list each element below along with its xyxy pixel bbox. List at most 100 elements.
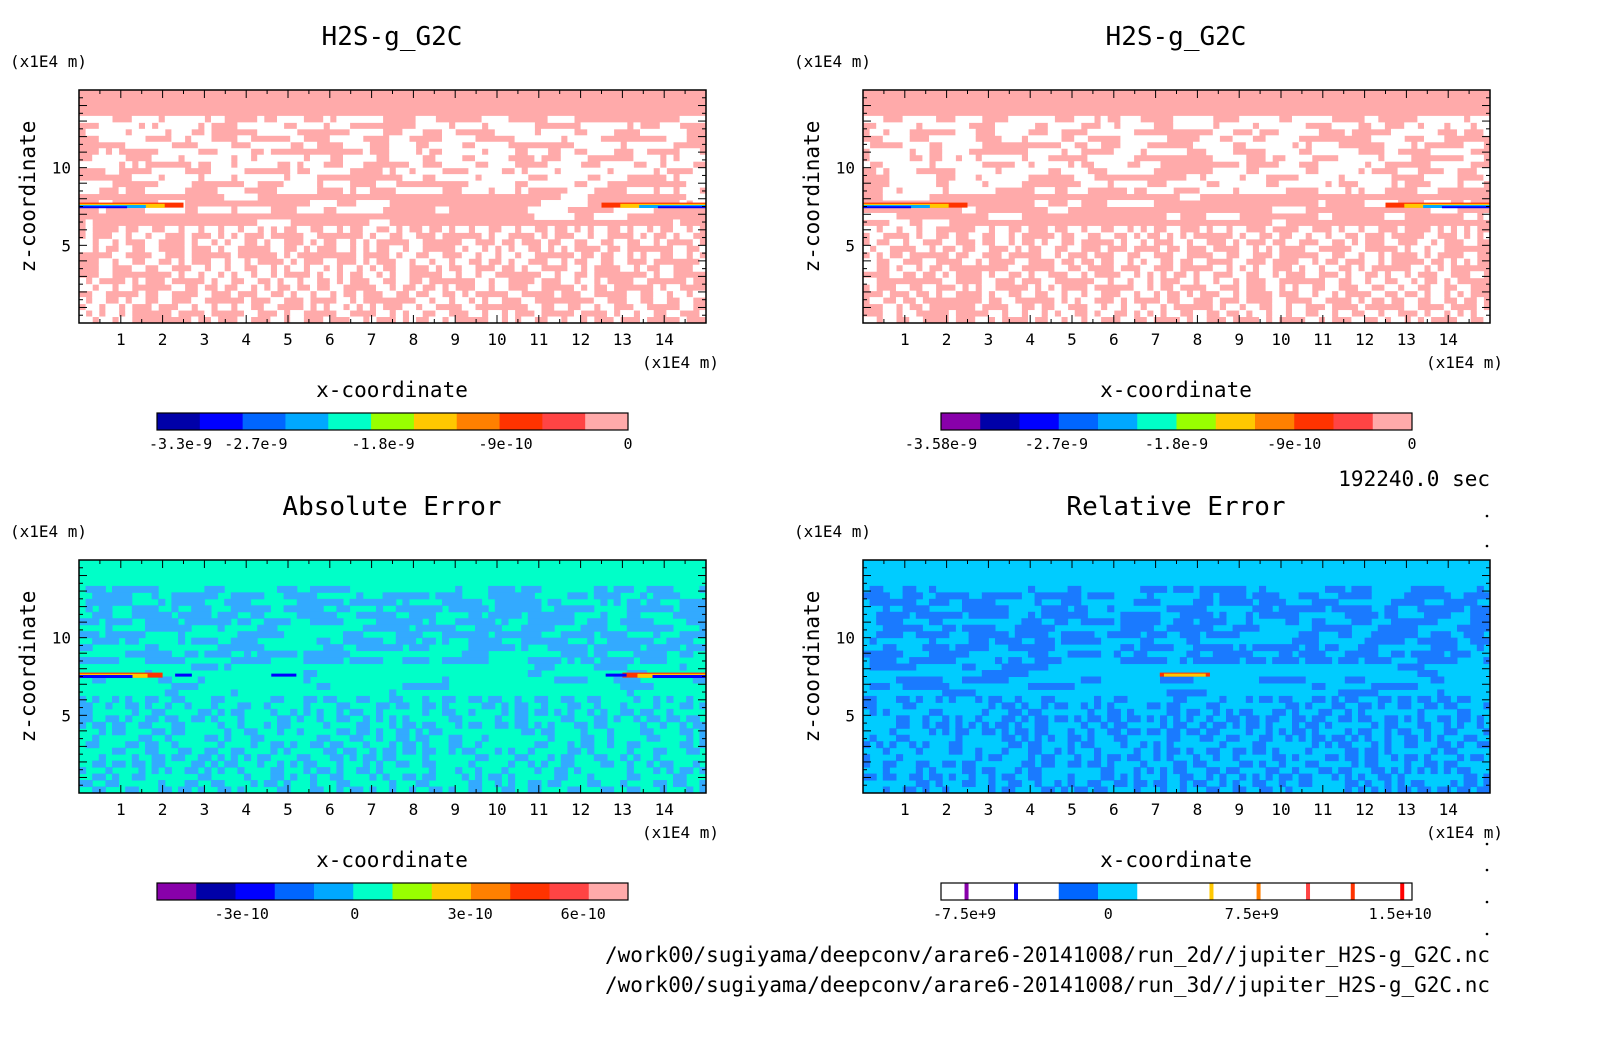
field-speckle [1470,225,1478,233]
field-speckle [948,251,956,259]
band-feature-spot [271,673,297,677]
field-speckle [1463,180,1484,188]
field-speckle [224,728,232,736]
field-speckle [692,167,707,175]
field-speckle [1391,754,1399,762]
field-speckle [1008,644,1055,652]
field-speckle [376,715,384,723]
field-speckle [626,611,641,619]
field-speckle [593,232,608,240]
field-speckle [567,187,595,195]
field-speckle [1318,251,1333,259]
field-speckle [1338,767,1352,775]
field-speckle [659,167,667,175]
field-speckle [369,258,377,266]
field-speckle [362,271,377,279]
colorbar-label: 7.5e+9 [1225,905,1279,923]
field-speckle [666,695,674,703]
field-speckle [1014,161,1029,169]
field-speckle [1437,741,1451,749]
field-speckle [1034,592,1082,600]
field-speckle [1463,238,1478,246]
field-speckle [679,767,694,775]
field-speckle [1384,251,1392,259]
field-speckle [1199,734,1214,742]
field-speckle [679,702,694,710]
field-speckle [1470,637,1491,645]
field-speckle [1028,611,1036,619]
x-tick-label: 2 [158,800,168,819]
field-speckle [494,598,542,606]
field-speckle [1206,702,1220,710]
field-speckle [1430,180,1458,188]
field-speckle [1074,754,1082,762]
field-speckle [1239,115,1280,123]
field-speckle [968,284,976,292]
field-speckle [356,238,364,246]
field-speckle [237,135,252,143]
field-speckle [1437,238,1445,246]
field-speckle [263,232,271,240]
field-speckle [1331,695,1339,703]
field-speckle [1028,154,1049,162]
colorbar-label: -2.7e-9 [1025,435,1088,453]
field-speckle [230,264,245,272]
field-speckle [1245,232,1260,240]
field-speckle [1001,773,1016,781]
field-speckle [257,624,278,632]
field-speckle [1028,773,1042,781]
field-speckle [863,316,877,324]
field-speckle [461,303,476,311]
field-speckle [1206,212,1240,220]
field-speckle [1239,187,1286,195]
field-speckle [323,115,331,123]
field-speckle [1245,264,1253,272]
field-speckle [1113,650,1121,658]
field-speckle [620,618,654,626]
field-speckle [1443,728,1458,736]
y-tick-label: 10 [836,629,855,648]
field-speckle [1457,695,1471,703]
field-speckle [1219,310,1227,318]
field-speckle [600,611,608,619]
field-speckle [948,271,956,279]
field-speckle [567,786,582,794]
field-speckle [1252,773,1260,781]
field-speckle [369,316,377,324]
field-speckle [1193,754,1201,762]
field-speckle [995,657,1003,665]
field-speckle [1430,676,1445,684]
field-speckle [191,135,212,143]
field-speckle [922,284,937,292]
field-speckle [415,297,430,305]
x-tick-label: 8 [409,330,419,349]
field-speckle [547,754,555,762]
field-speckle [1318,290,1333,298]
field-speckle [1232,264,1240,272]
field-speckle [131,128,166,136]
colorbar-segment [392,883,433,900]
field-speckle [1239,277,1247,285]
field-speckle [112,773,120,781]
field-speckle [1443,702,1458,710]
field-speckle [1140,264,1154,272]
field-speckle [1476,644,1484,652]
field-speckle [1021,618,1042,626]
field-speckle [1338,689,1379,697]
field-speckle [270,708,278,716]
field-speckle [105,303,120,311]
field-speckle [988,310,1003,318]
field-speckle [929,290,937,298]
field-speckle [1245,303,1260,311]
field-speckle [217,277,232,285]
field-speckle [968,251,983,259]
field-speckle [1265,721,1273,729]
field-speckle [1113,264,1121,272]
field-speckle [1133,650,1148,658]
field-speckle [1067,780,1075,788]
field-speckle [1457,225,1465,233]
field-speckle [1265,225,1273,233]
field-speckle [1457,232,1465,240]
field-speckle [362,148,370,156]
field-speckle [633,251,641,259]
